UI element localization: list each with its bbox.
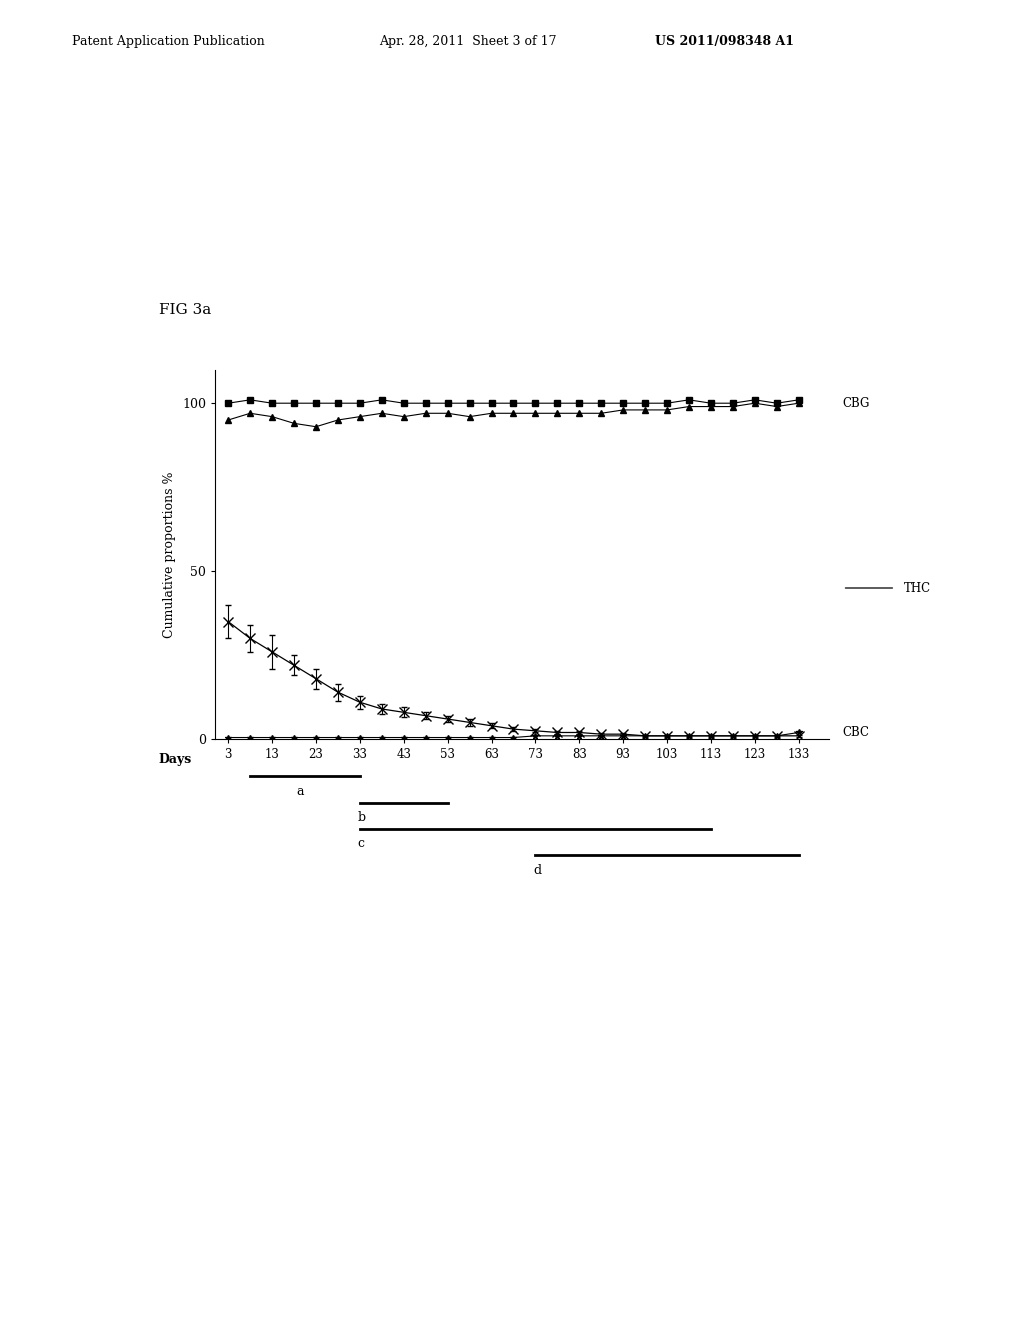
Text: FIG 3a: FIG 3a: [159, 304, 211, 317]
Text: d: d: [534, 863, 542, 876]
Text: CBC: CBC: [843, 726, 869, 739]
Text: Patent Application Publication: Patent Application Publication: [72, 34, 264, 48]
Text: a: a: [297, 784, 304, 797]
Y-axis label: Cumulative proportions %: Cumulative proportions %: [164, 471, 176, 638]
Text: b: b: [357, 810, 366, 824]
Text: c: c: [357, 837, 365, 850]
Text: THC: THC: [904, 582, 931, 594]
Text: US 2011/098348 A1: US 2011/098348 A1: [655, 34, 795, 48]
Text: Apr. 28, 2011  Sheet 3 of 17: Apr. 28, 2011 Sheet 3 of 17: [379, 34, 556, 48]
Text: CBG: CBG: [843, 397, 870, 409]
Text: Days: Days: [159, 752, 191, 766]
